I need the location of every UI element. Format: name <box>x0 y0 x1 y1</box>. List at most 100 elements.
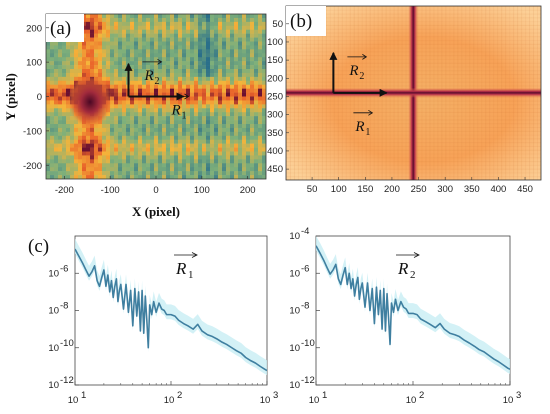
heatmap-a-cell <box>174 112 179 117</box>
heatmap-a-cell <box>86 175 91 179</box>
heatmap-a-cell <box>118 175 123 179</box>
heatmap-a-cell <box>138 14 143 19</box>
heatmap-a-cell <box>166 147 171 152</box>
heatmap-a-cell <box>78 159 83 164</box>
heatmap-a-cell <box>146 120 151 125</box>
heatmap-a-cell <box>118 139 123 144</box>
heatmap-a-cell <box>222 33 227 38</box>
heatmap-a-cell <box>194 171 199 176</box>
heatmap-a-cell <box>198 151 203 156</box>
heatmap-a-cell <box>94 57 99 62</box>
heatmap-a-cell <box>106 139 111 144</box>
heatmap-a-cell <box>46 167 51 172</box>
heatmap-a-cell <box>166 65 171 70</box>
heatmap-a-cell <box>174 171 179 176</box>
heatmap-a-cell <box>138 76 143 82</box>
heatmap-a-cell <box>182 159 187 164</box>
heatmap-a-cell <box>142 33 147 38</box>
heatmap-a-cell <box>250 14 255 19</box>
heatmap-a-cell <box>258 175 263 179</box>
heatmap-a-cell <box>154 41 159 46</box>
heatmap-a-cell <box>226 175 231 179</box>
heatmap-a-cell <box>82 163 87 168</box>
heatmap-a-cell <box>190 147 195 152</box>
heatmap-a-cell <box>166 57 171 62</box>
heatmap-a-cell <box>66 147 71 152</box>
heatmap-a-cell <box>198 147 203 152</box>
heatmap-a-cell <box>166 21 171 27</box>
heatmap-a-cell <box>242 37 247 42</box>
heatmap-a-cell <box>254 21 259 27</box>
heatmap-a-cell <box>130 151 135 156</box>
heatmap-a-cell <box>194 14 199 19</box>
heatmap-a-cell <box>250 57 255 62</box>
heatmap-a-cell <box>222 61 227 66</box>
heatmap-a-cell <box>206 17 211 23</box>
heatmap-a-cell <box>54 100 59 105</box>
heatmap-a-cell <box>158 72 163 78</box>
heatmap-a-cell <box>102 127 107 133</box>
heatmap-a-cell <box>174 21 179 27</box>
heatmap-a-cell <box>250 139 255 144</box>
spectrum-ytick-exp: -12 <box>60 375 74 386</box>
heatmap-a-cell <box>230 72 235 78</box>
heatmap-a-cell <box>150 92 155 97</box>
heatmap-a-cell <box>234 167 239 172</box>
heatmap-a-cell <box>194 96 199 101</box>
heatmap-a-cell <box>90 135 95 141</box>
heatmap-a-cell <box>254 127 259 133</box>
heatmap-a-cell <box>106 147 111 152</box>
heatmap-a-cell <box>206 72 211 78</box>
heatmap-a-cell <box>202 131 207 137</box>
heatmap-a-cell <box>190 124 195 129</box>
heatmap-a-cell <box>254 131 259 137</box>
heatmap-a-cell <box>214 69 219 74</box>
heatmap-a-cell <box>226 147 231 152</box>
heatmap-a-cell <box>146 21 151 27</box>
heatmap-a-cell <box>242 163 247 168</box>
heatmap-a-cell <box>126 147 131 152</box>
heatmap-a-cell <box>62 104 67 109</box>
heatmap-a-cell <box>98 147 103 152</box>
heatmap-a-cell <box>94 21 99 27</box>
heatmap-a-cell <box>126 124 131 129</box>
heatmap-a-cell <box>246 163 251 168</box>
heatmap-a-cell <box>146 92 151 97</box>
heatmap-a-cell <box>150 96 155 101</box>
heatmap-a-cell <box>222 96 227 101</box>
heatmap-a-cell <box>130 92 135 97</box>
heatmap-a-cell <box>154 65 159 70</box>
heatmap-a-cell <box>54 171 59 176</box>
heatmap-a-cell <box>234 84 239 89</box>
heatmap-a-cell <box>110 88 115 93</box>
heatmap-a-cell <box>174 139 179 144</box>
heatmap-a-cell <box>74 135 79 141</box>
heatmap-a-cell <box>158 84 163 89</box>
heatmap-a-cell <box>186 14 191 19</box>
heatmap-a-cell <box>222 124 227 129</box>
heatmap-a-cell <box>50 49 55 54</box>
heatmap-a-cell <box>90 163 95 168</box>
heatmap-a-cell <box>234 61 239 66</box>
heatmap-a-cell <box>126 112 131 117</box>
heatmap-a-cell <box>114 49 119 54</box>
heatmap-a-cell <box>246 45 251 50</box>
heatmap-a-cell <box>186 57 191 62</box>
heatmap-a-cell <box>178 120 183 125</box>
heatmap-a-cell <box>246 100 251 105</box>
heatmap-a-cell <box>118 53 123 58</box>
heatmap-a-cell <box>170 41 175 46</box>
heatmap-a-cell <box>82 29 87 34</box>
heatmap-a-cell <box>98 57 103 62</box>
heatmap-a-cell <box>66 120 71 125</box>
heatmap-a-cell <box>182 127 187 133</box>
heatmap-a-cell <box>106 69 111 74</box>
heatmap-a-cell <box>214 159 219 164</box>
heatmap-a-cell <box>202 72 207 78</box>
heatmap-a-cell <box>190 151 195 156</box>
heatmap-a-cell <box>198 25 203 31</box>
heatmap-a-cell <box>174 92 179 97</box>
heatmap-a-cell <box>166 159 171 164</box>
heatmap-a-cell <box>170 120 175 125</box>
